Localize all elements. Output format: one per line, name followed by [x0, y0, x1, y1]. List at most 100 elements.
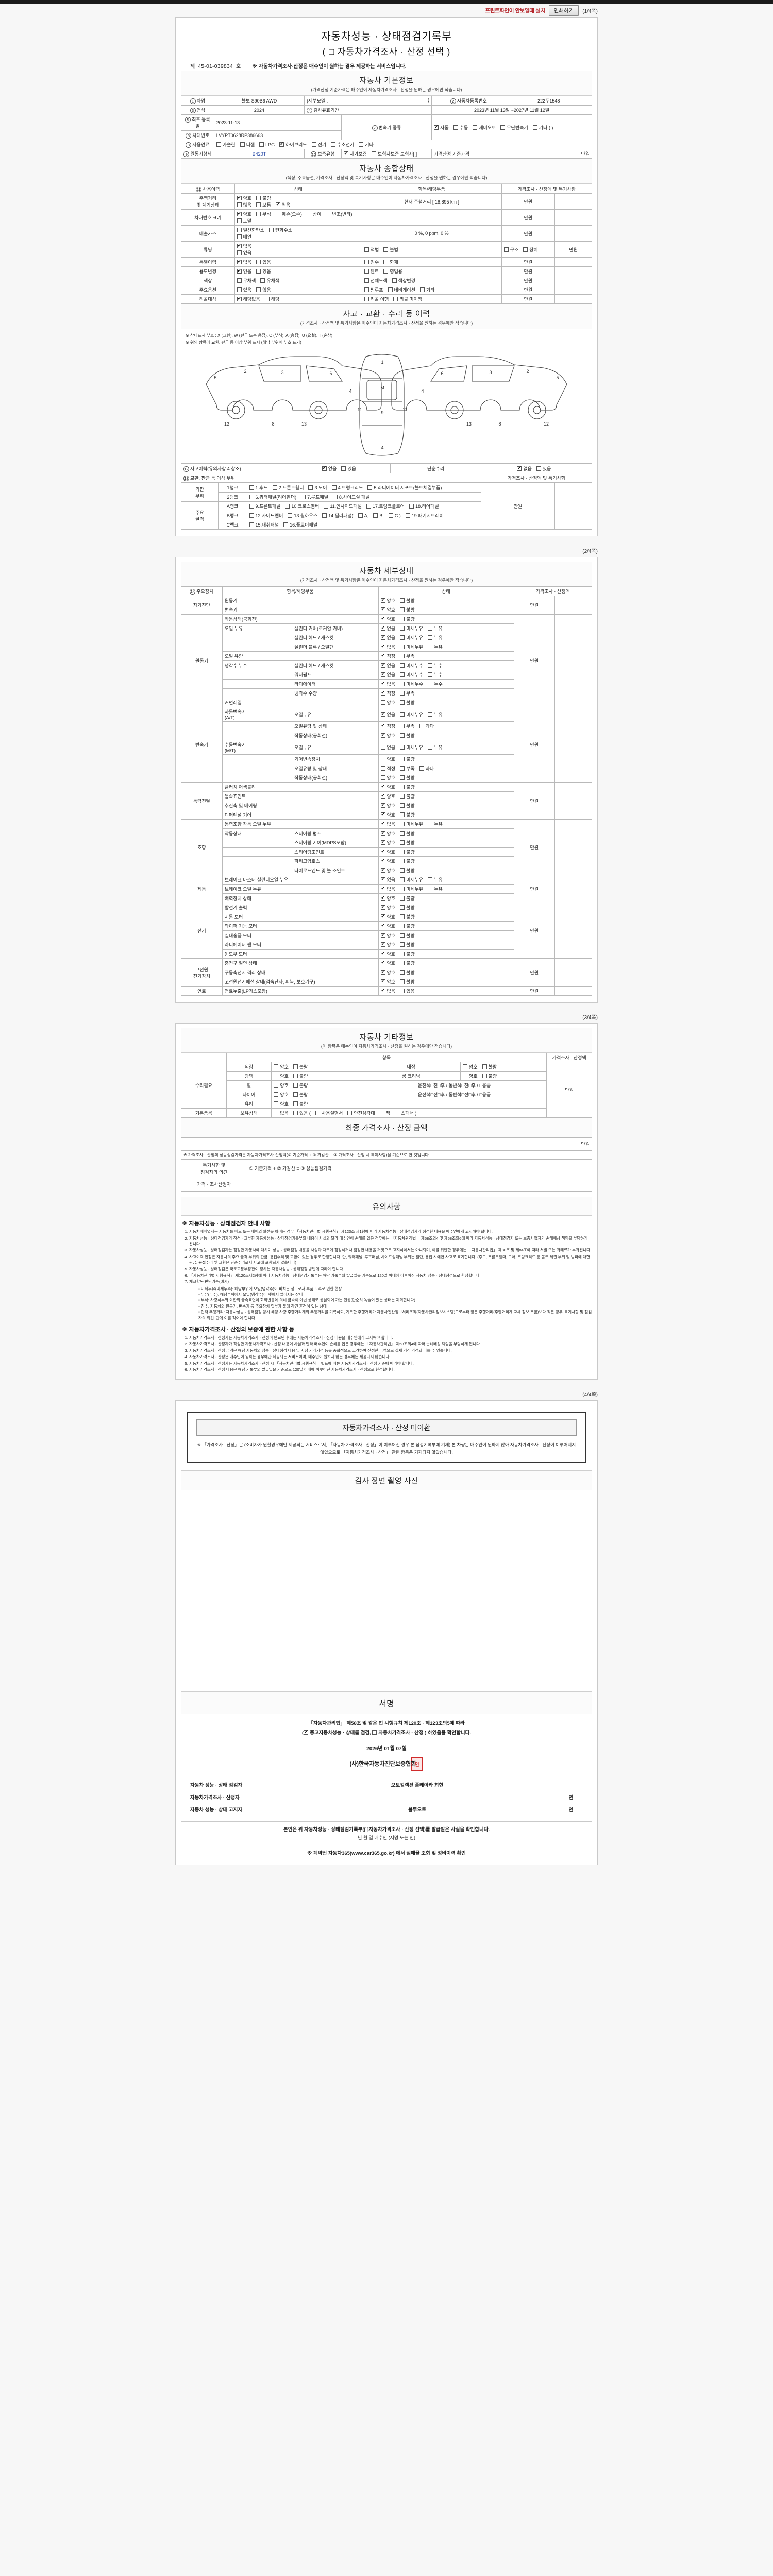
checkbox[interactable]	[237, 278, 242, 283]
detail-state-option[interactable]: 누수	[428, 681, 443, 687]
checkbox[interactable]	[380, 653, 385, 659]
checkbox[interactable]	[364, 269, 369, 274]
checkbox[interactable]	[237, 202, 242, 207]
checkbox[interactable]	[331, 485, 337, 490]
detail-state-option[interactable]: 양호	[380, 802, 395, 809]
checkbox[interactable]	[380, 625, 385, 631]
item-option[interactable]: 색상변경	[392, 277, 415, 284]
checkbox[interactable]	[380, 597, 385, 603]
detail-state-option[interactable]: 누유	[428, 711, 443, 718]
item-option[interactable]: 전체도색	[364, 277, 388, 284]
other-a-option[interactable]: 불량	[293, 1100, 308, 1107]
checkbox[interactable]	[434, 124, 439, 130]
detail-state-option[interactable]: 미세누유	[400, 643, 423, 650]
checkbox[interactable]	[293, 1101, 298, 1107]
detail-state-option[interactable]: 있음	[400, 988, 415, 994]
checkbox[interactable]	[237, 218, 242, 223]
rank-part[interactable]: 13.휠하우스	[288, 512, 317, 519]
checkbox[interactable]	[380, 732, 385, 738]
basic-item-option[interactable]: 잭	[379, 1110, 390, 1116]
detail-state-option[interactable]: 양호	[380, 597, 395, 604]
checkbox[interactable]	[380, 681, 385, 687]
checkbox[interactable]	[380, 821, 385, 827]
sign-checkbox-inspection[interactable]	[304, 1729, 309, 1735]
rank-part[interactable]: 17.트렁크플로어	[366, 503, 405, 510]
state-option[interactable]: 훼손(오손)	[275, 211, 302, 217]
checkbox[interactable]	[380, 969, 385, 975]
state-option[interactable]: 없음	[237, 243, 251, 249]
basic-item-option[interactable]: 사용설명서	[315, 1110, 343, 1116]
checkbox[interactable]	[293, 1111, 298, 1116]
checkbox[interactable]	[308, 485, 313, 490]
checkbox[interactable]	[322, 465, 327, 471]
other-b-option[interactable]: 불량	[482, 1073, 497, 1079]
state-option[interactable]: 많음	[237, 201, 251, 208]
other-a-option[interactable]: 양호	[274, 1063, 289, 1070]
detail-state-option[interactable]: 없음	[380, 634, 395, 641]
checkbox[interactable]	[400, 682, 405, 687]
checkbox[interactable]	[324, 504, 329, 509]
state-option[interactable]: 해당	[264, 296, 279, 302]
checkbox[interactable]	[400, 877, 405, 883]
checkbox[interactable]	[400, 970, 405, 975]
checkbox[interactable]	[274, 1083, 279, 1088]
checkbox[interactable]	[256, 196, 261, 200]
checkbox[interactable]	[400, 663, 405, 668]
checkbox[interactable]	[343, 150, 348, 156]
checkbox[interactable]	[332, 495, 338, 500]
state-option[interactable]: 없음	[237, 259, 251, 265]
fuel-option[interactable]: 수소전기	[331, 141, 354, 148]
checkbox[interactable]	[237, 211, 242, 216]
checkbox[interactable]	[482, 1064, 487, 1070]
other-b-option[interactable]: 불량	[482, 1063, 497, 1070]
checkbox[interactable]	[409, 504, 414, 509]
state-option[interactable]: 상이	[306, 211, 321, 217]
checkbox[interactable]	[400, 822, 405, 827]
checkbox[interactable]	[380, 643, 385, 650]
checkbox[interactable]	[272, 485, 277, 490]
detail-state-option[interactable]: 양호	[380, 895, 395, 902]
checkbox[interactable]	[400, 961, 405, 966]
other-b-option[interactable]: 양호	[462, 1073, 478, 1079]
rank-part[interactable]: 8.사이드실 패널	[332, 494, 370, 500]
item-option[interactable]: 썬루프	[364, 286, 383, 293]
detail-state-option[interactable]: 불량	[400, 732, 415, 739]
fuel-option[interactable]: 기타	[359, 141, 374, 148]
checkbox[interactable]	[383, 247, 389, 252]
checkbox[interactable]	[306, 212, 311, 216]
state-option[interactable]: 무채색	[237, 277, 256, 284]
checkbox[interactable]	[388, 287, 393, 292]
checkbox[interactable]	[428, 663, 433, 668]
detail-state-option[interactable]: 불량	[400, 616, 415, 622]
detail-state-option[interactable]: 없음	[380, 671, 395, 678]
checkbox[interactable]	[400, 607, 405, 613]
detail-state-option[interactable]: 불량	[400, 802, 415, 809]
checkbox[interactable]	[288, 513, 293, 518]
detail-state-option[interactable]: 부족	[400, 653, 415, 659]
checkbox[interactable]	[453, 125, 458, 130]
state-option[interactable]: 도말	[237, 217, 251, 224]
detail-state-option[interactable]: 불량	[400, 756, 415, 762]
detail-state-option[interactable]: 양호	[380, 830, 395, 837]
detail-state-option[interactable]: 양호	[380, 606, 395, 613]
detail-state-option[interactable]: 양호	[380, 969, 395, 976]
detail-state-option[interactable]: 양호	[380, 904, 395, 911]
detail-state-option[interactable]: 양호	[380, 941, 395, 948]
checkbox[interactable]	[240, 142, 245, 147]
checkbox[interactable]	[428, 672, 433, 677]
detail-state-option[interactable]: 양호	[380, 867, 395, 874]
checkbox[interactable]	[237, 228, 242, 232]
simple-repair-option[interactable]: 있음	[536, 465, 551, 472]
checkbox[interactable]	[380, 886, 385, 892]
checkbox[interactable]	[269, 228, 274, 232]
checkbox[interactable]	[380, 849, 385, 855]
checkbox[interactable]	[311, 142, 316, 147]
checkbox[interactable]	[400, 775, 405, 781]
checkbox[interactable]	[237, 250, 242, 255]
detail-state-option[interactable]: 없음	[380, 988, 395, 994]
checkbox[interactable]	[400, 989, 405, 994]
checkbox[interactable]	[380, 671, 385, 677]
detail-state-option[interactable]: 없음	[380, 886, 395, 892]
checkbox[interactable]	[400, 933, 405, 938]
detail-state-option[interactable]: 불량	[400, 960, 415, 967]
